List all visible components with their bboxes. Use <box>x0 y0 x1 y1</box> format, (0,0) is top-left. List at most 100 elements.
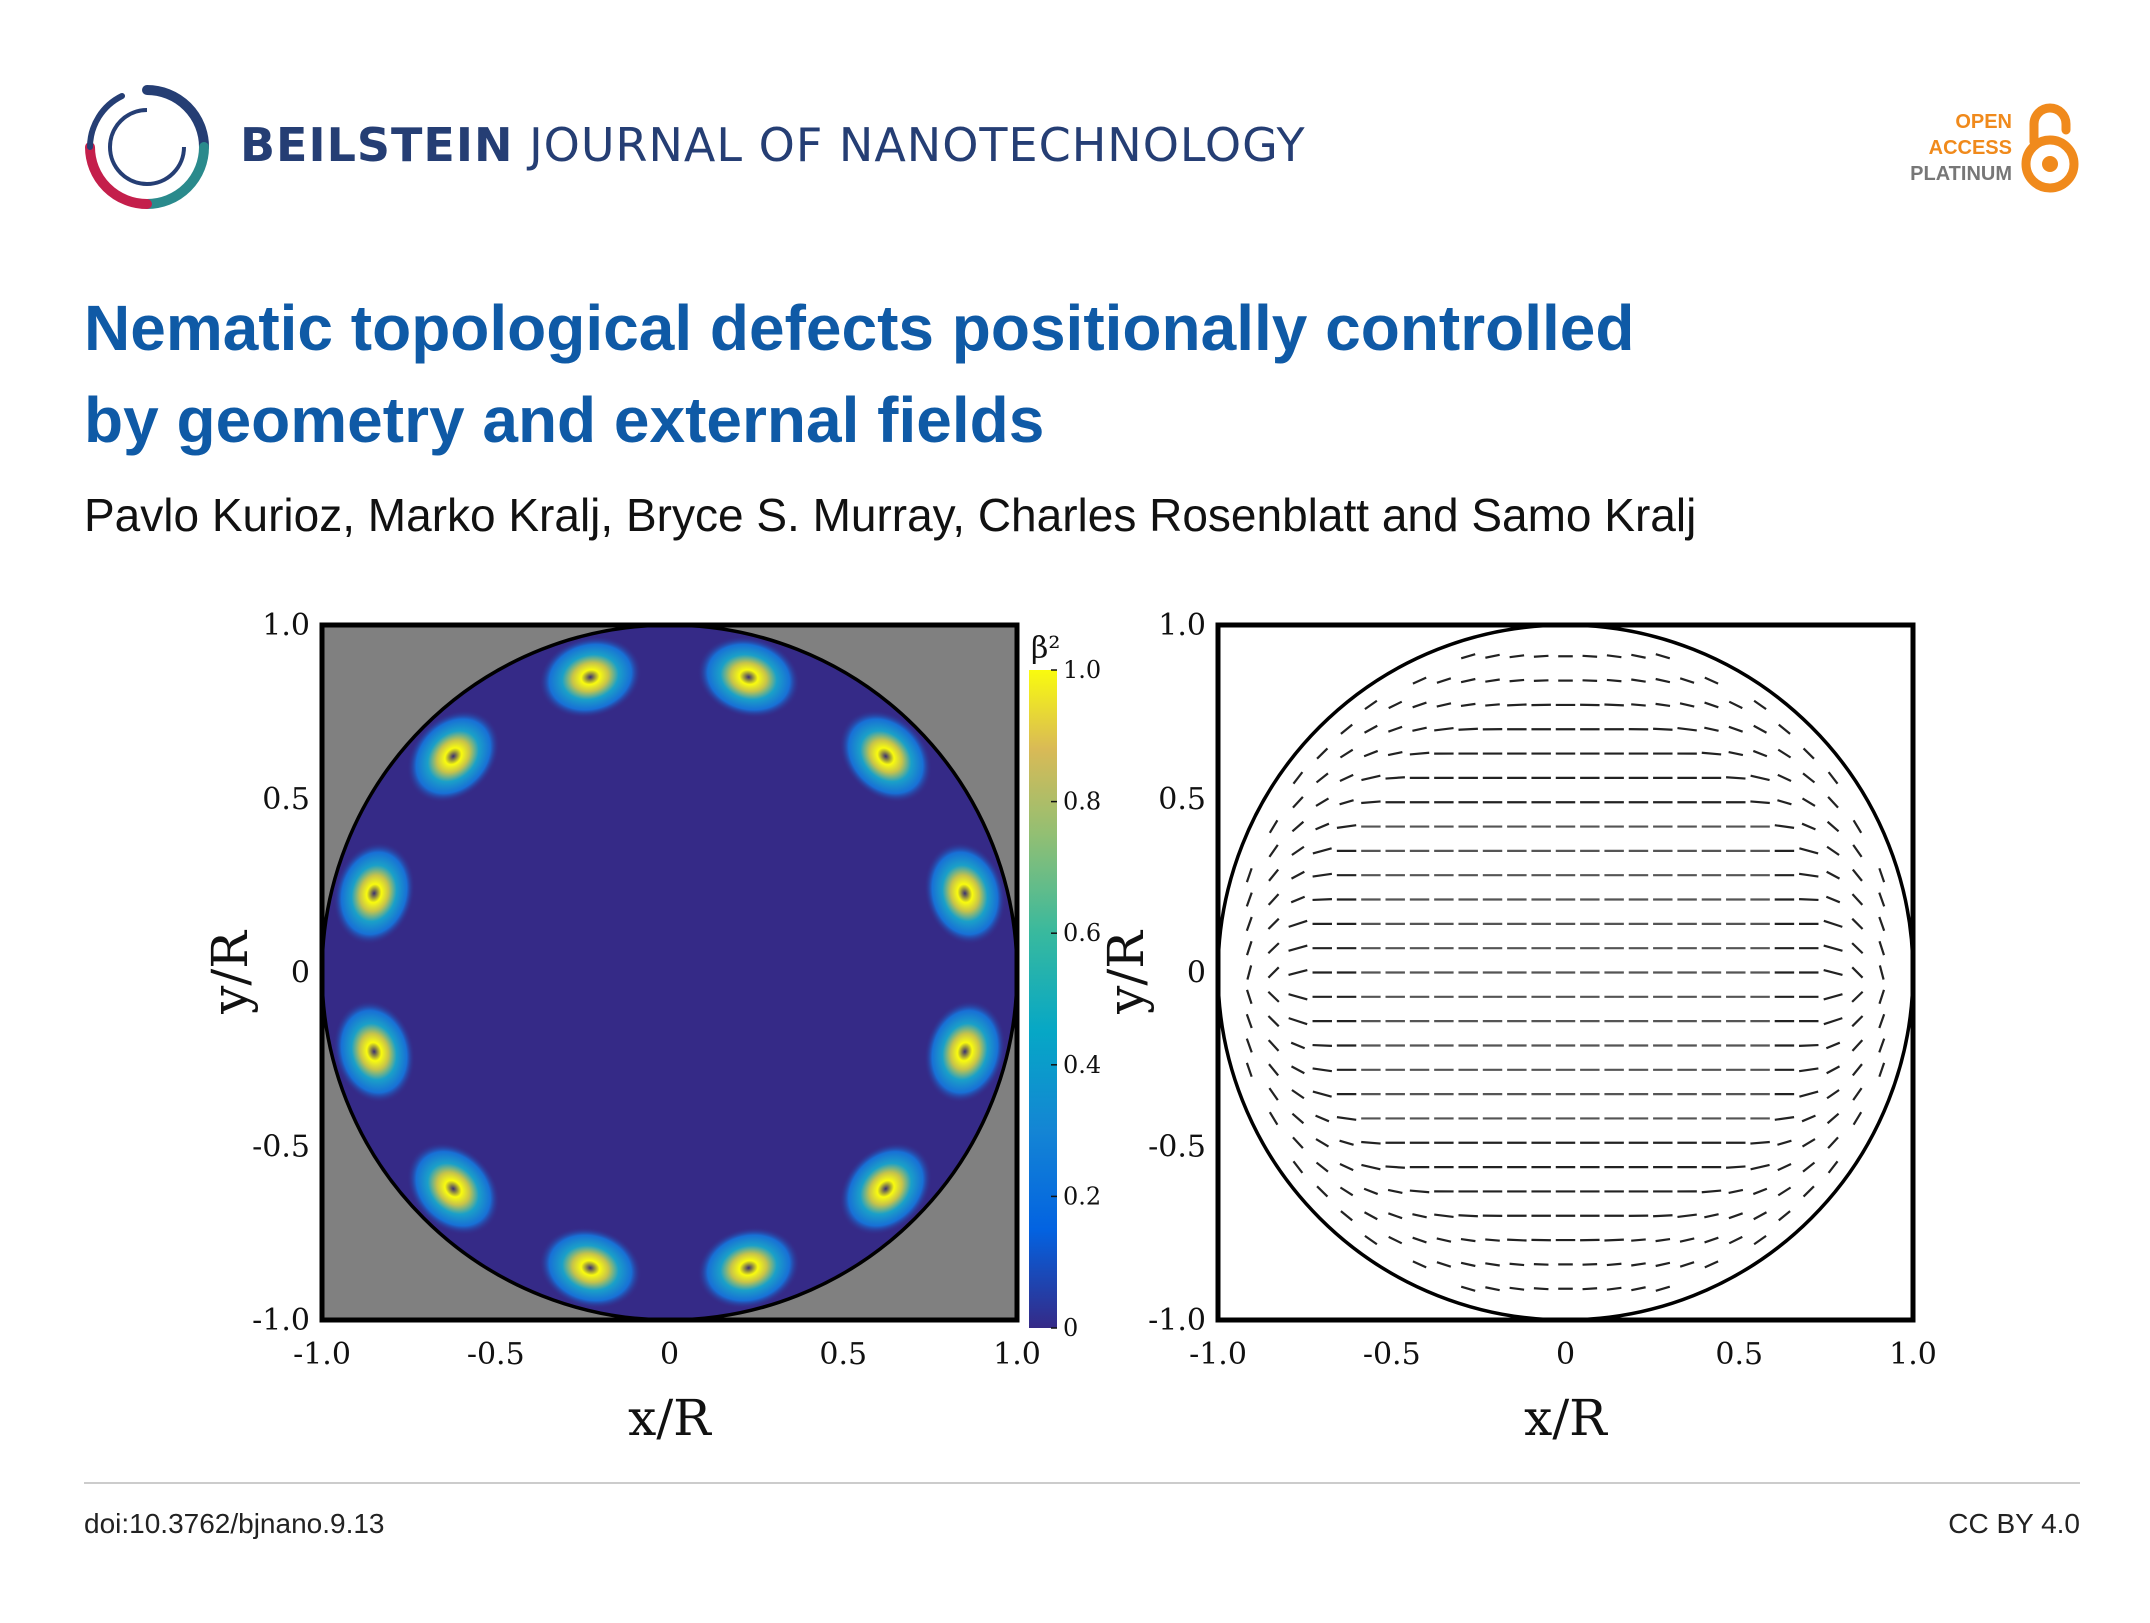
director-stick <box>1631 1262 1646 1267</box>
director-stick <box>1728 750 1744 757</box>
director-stick <box>1852 1111 1863 1126</box>
director-stick <box>1704 1236 1719 1244</box>
director-stick <box>1655 677 1671 684</box>
director-stick <box>1315 1161 1329 1173</box>
director-stick <box>1878 1062 1886 1078</box>
director-stick <box>1290 1041 1306 1050</box>
director-stick <box>1436 1237 1452 1243</box>
director-stick <box>1798 872 1819 878</box>
director-stick <box>1340 1210 1353 1222</box>
director-stick <box>1245 892 1253 907</box>
open-access-badge: OPEN ACCESS PLATINUM <box>1910 100 2080 196</box>
director-stick <box>1802 772 1816 784</box>
director-stick <box>1387 725 1403 733</box>
director-stick <box>1851 990 1864 1003</box>
director-stick <box>1363 1211 1378 1221</box>
director-stick <box>1798 1067 1819 1073</box>
director-stick <box>1485 1286 1500 1292</box>
colorbar-tick-label: 0.8 <box>1063 788 1101 816</box>
director-stick <box>1288 968 1308 977</box>
director-stick <box>1823 1017 1843 1026</box>
director-stick <box>1878 940 1886 956</box>
director-y-label: y/R <box>1097 930 1155 1015</box>
y-tick-label: 1.0 <box>1158 608 1206 643</box>
defect-spot <box>923 842 1006 945</box>
director-stick <box>1728 1188 1744 1195</box>
director-stick <box>1292 796 1304 809</box>
y-tick-label: -1.0 <box>252 1303 310 1338</box>
director-stick <box>1851 1015 1864 1028</box>
director-stick <box>1878 1038 1886 1053</box>
director-stick <box>1412 1213 1427 1219</box>
director-stick <box>1339 799 1354 806</box>
director-stick <box>1315 772 1329 784</box>
director-stick <box>1268 819 1279 834</box>
director-stick <box>1777 799 1792 806</box>
director-stick <box>1339 1186 1354 1197</box>
defect-spot <box>539 1226 642 1309</box>
director-stick <box>1802 1185 1815 1198</box>
director-stick <box>1361 800 1381 805</box>
director-stick <box>1316 747 1329 760</box>
director-stick <box>1851 942 1864 955</box>
director-stick <box>1245 916 1253 932</box>
director-stick <box>1778 1210 1791 1222</box>
director-stick <box>1823 968 1843 977</box>
director-stick <box>1460 1237 1476 1243</box>
y-tick-label: 0.5 <box>1158 782 1206 817</box>
director-stick <box>1436 702 1452 708</box>
director-stick <box>1291 845 1305 856</box>
director-stick <box>1826 1089 1840 1100</box>
director-stick <box>1385 776 1406 780</box>
director-stick <box>1801 1138 1816 1148</box>
doi-link[interactable]: doi:10.3762/bjnano.9.13 <box>84 1508 385 1539</box>
director-stick <box>1826 820 1840 833</box>
director-stick <box>1801 1114 1816 1123</box>
director-stick <box>1409 1189 1430 1194</box>
beilstein-logo-icon <box>85 85 209 209</box>
director-sticks <box>1245 653 1886 1292</box>
director-stick <box>1725 776 1746 780</box>
director-stick <box>1485 653 1500 659</box>
director-stick <box>1799 1090 1819 1098</box>
director-stick <box>1606 678 1622 683</box>
director-stick <box>1750 800 1770 805</box>
director-stick <box>1704 701 1719 709</box>
director-stick <box>1827 796 1839 809</box>
heatmap-x-ticks: -1.0 -0.5 0 0.5 1.0 <box>293 1337 1041 1372</box>
x-tick-label: -1.0 <box>293 1337 351 1372</box>
director-stick <box>1655 653 1671 660</box>
director-stick <box>1750 774 1770 782</box>
director-stick <box>1802 747 1815 760</box>
director-stick <box>1777 1139 1792 1146</box>
director-stick <box>1412 676 1427 685</box>
director-stick <box>1801 797 1816 807</box>
director-stick <box>1460 653 1476 660</box>
director-stick <box>1752 749 1768 758</box>
director-stick <box>1509 1286 1525 1291</box>
director-stick <box>1655 702 1671 708</box>
director-stick <box>1312 1067 1333 1073</box>
director-stick <box>1245 1013 1253 1029</box>
director-stick <box>1267 990 1280 1003</box>
defect-spot <box>539 636 642 719</box>
colorbar-tick-label: 1.0 <box>1063 656 1101 684</box>
director-stick <box>1701 751 1722 756</box>
director-stick <box>1509 678 1525 683</box>
title-line-1: Nematic topological defects positionally… <box>84 292 1635 364</box>
x-tick-label: -1.0 <box>1189 1337 1247 1372</box>
director-stick <box>1290 870 1305 880</box>
director-stick <box>1777 1186 1792 1197</box>
director-stick <box>1268 868 1280 882</box>
defect-spot <box>406 1142 500 1236</box>
director-stick <box>1460 702 1476 708</box>
director-stick <box>1677 726 1697 732</box>
director-stick <box>1631 678 1646 683</box>
director-stick <box>1728 700 1743 710</box>
footer-divider <box>84 1482 2080 1484</box>
director-stick <box>1826 845 1840 856</box>
director-stick <box>1851 917 1864 930</box>
director-stick <box>1655 1285 1671 1292</box>
y-tick-label: -0.5 <box>252 1129 310 1164</box>
colorbar <box>1029 670 1057 1328</box>
